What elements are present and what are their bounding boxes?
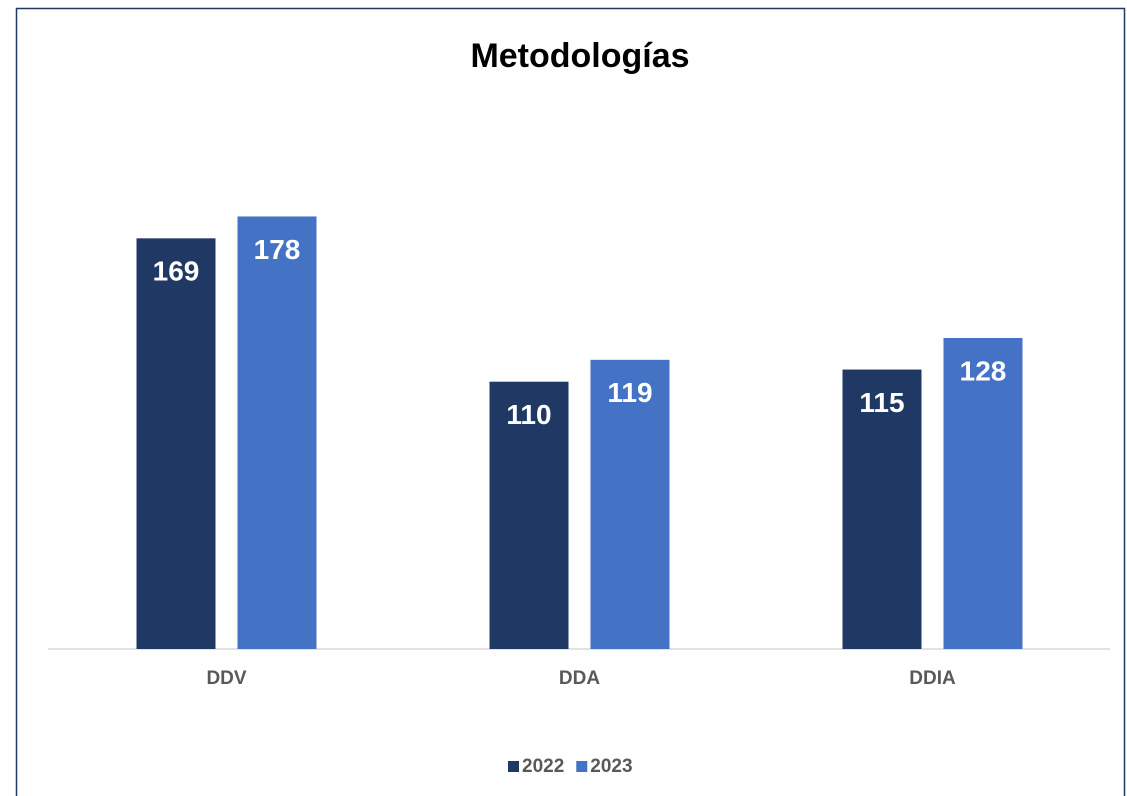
- legend-swatch: [508, 761, 519, 772]
- bar: [842, 369, 922, 649]
- x-tick-label: DDA: [559, 668, 600, 689]
- legend-swatch: [576, 761, 588, 772]
- bar: [237, 216, 317, 649]
- data-label: 110: [506, 399, 551, 430]
- x-tick-label: DDIA: [909, 668, 956, 689]
- data-label: 178: [254, 234, 301, 265]
- legend-label: 2023: [590, 756, 632, 777]
- bar: [943, 337, 1023, 649]
- x-tick-label: DDV: [206, 668, 246, 689]
- bar: [590, 359, 670, 649]
- legend-label: 2022: [522, 756, 564, 777]
- data-label: 169: [153, 256, 200, 287]
- data-label: 128: [960, 355, 1007, 386]
- data-label: 115: [859, 387, 904, 418]
- data-label: 119: [607, 377, 652, 408]
- bar: [136, 238, 216, 649]
- chart-title: Metodologías: [470, 37, 689, 75]
- bar: [489, 381, 569, 649]
